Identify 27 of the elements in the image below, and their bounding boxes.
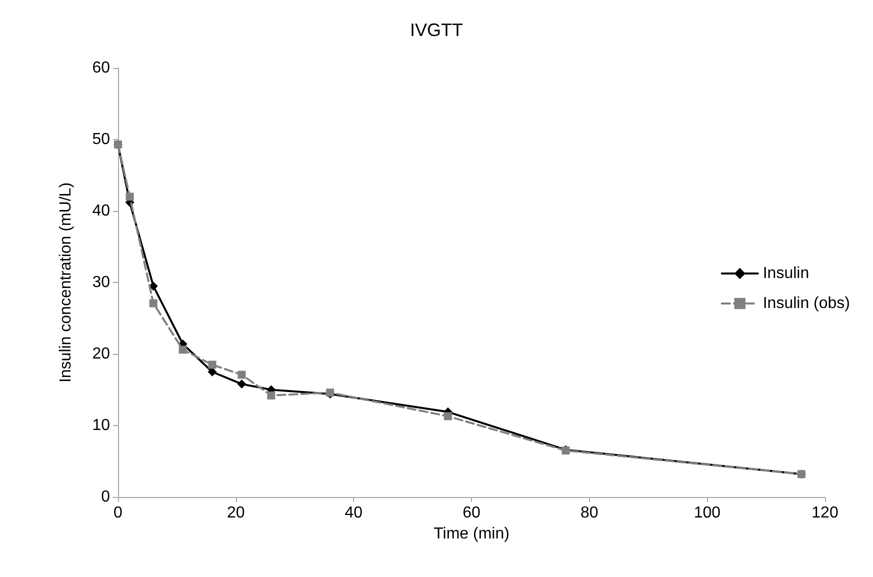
x-tick-label: 60	[462, 504, 480, 522]
x-tick-label: 100	[694, 504, 721, 522]
y-tick-label: 50	[92, 131, 110, 148]
y-tick-label: 0	[101, 488, 110, 506]
y-tick-label: 20	[92, 346, 110, 362]
point	[126, 192, 134, 201]
chart-title: IVGTT	[410, 20, 464, 40]
point	[237, 380, 246, 389]
y-tick-label: 10	[92, 417, 110, 434]
point	[444, 412, 452, 420]
x-tick-label: 120	[812, 504, 838, 522]
x-tick-label: 40	[344, 504, 363, 522]
point	[178, 346, 187, 354]
legend-label: Insulin (obs)	[762, 295, 850, 312]
y-tick-label: 40	[92, 202, 110, 220]
x-tick-label: 0	[114, 504, 123, 522]
legend-label: Insulin	[762, 265, 810, 282]
point	[149, 299, 158, 308]
point	[267, 391, 276, 400]
point	[238, 370, 246, 379]
x-axis-title: Time (min)	[434, 525, 510, 542]
x-tick-label: 80	[580, 504, 598, 522]
y-axis-title: Insulin concentration (mU/L)	[58, 182, 74, 383]
y-tick-label: 30	[92, 274, 110, 291]
point	[208, 360, 216, 369]
x-tick-label: 20	[226, 504, 245, 522]
y-tick-label: 60	[92, 60, 110, 76]
